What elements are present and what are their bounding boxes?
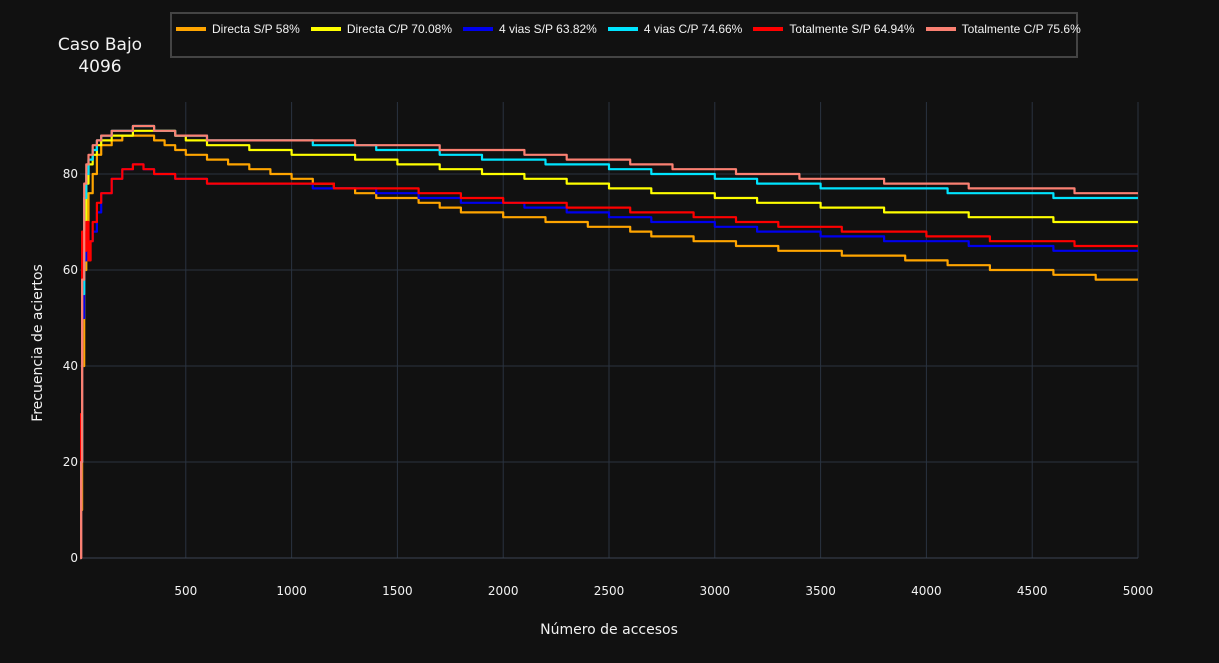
series-layer bbox=[80, 124, 1138, 560]
y-tick-label: 20 bbox=[63, 455, 78, 469]
chart-title: Caso Bajo 4096 bbox=[57, 35, 143, 77]
legend-label: Totalmente S/P 64.94% bbox=[789, 22, 915, 36]
x-tick-label: 1000 bbox=[276, 584, 307, 598]
x-tick-label: 1500 bbox=[382, 584, 413, 598]
series-line-1[interactable] bbox=[80, 134, 1138, 560]
y-tick-label: 60 bbox=[63, 263, 78, 277]
legend-item[interactable]: Directa S/P 58% bbox=[176, 22, 300, 36]
grid-lines bbox=[80, 102, 1139, 559]
series-line-6[interactable] bbox=[80, 124, 1138, 560]
legend-swatch bbox=[607, 27, 638, 31]
series-line-3[interactable] bbox=[80, 163, 1138, 560]
legend-label: Directa C/P 70.08% bbox=[346, 22, 452, 36]
y-tick-label: 40 bbox=[63, 359, 78, 373]
x-tick-label: 3500 bbox=[805, 584, 836, 598]
legend-item[interactable]: Directa C/P 70.08% bbox=[310, 22, 452, 36]
x-tick-label: 2500 bbox=[594, 584, 625, 598]
y-axis-label: Frecuencia de aciertos bbox=[30, 264, 46, 422]
legend-swatch bbox=[753, 27, 784, 31]
legend-item[interactable]: 4 vias C/P 74.66% bbox=[607, 22, 743, 36]
legend: Directa S/P 58% Directa C/P 70.08% 4 vias … bbox=[170, 12, 1081, 58]
series-line-5[interactable] bbox=[80, 163, 1138, 560]
legend-swatch bbox=[310, 27, 341, 31]
x-tick-label: 4500 bbox=[1017, 584, 1048, 598]
legend-label: Totalmente C/P 75.6% bbox=[961, 22, 1081, 36]
legend-swatch bbox=[925, 27, 956, 31]
series-line-2[interactable] bbox=[80, 129, 1138, 560]
legend-label: 4 vias C/P 74.66% bbox=[643, 22, 743, 36]
axis-ticks: 500 1000 1500 2000 2500 3000 3500 4000 4500 5000 0… bbox=[63, 167, 1154, 598]
legend-item[interactable]: 4 vias S/P 63.82% bbox=[463, 22, 597, 36]
legend-label: Directa S/P 58% bbox=[212, 22, 300, 36]
x-axis-label: Número de accesos bbox=[540, 622, 678, 638]
x-tick-label: 2000 bbox=[488, 584, 519, 598]
x-tick-label: 4000 bbox=[911, 584, 942, 598]
legend-swatch bbox=[176, 27, 206, 31]
legend-swatch bbox=[463, 27, 493, 31]
y-tick-label: 80 bbox=[63, 167, 78, 181]
x-tick-label: 5000 bbox=[1123, 584, 1154, 598]
x-tick-label: 3000 bbox=[700, 584, 731, 598]
legend-label: 4 vias S/P 63.82% bbox=[499, 22, 597, 36]
y-tick-label: 0 bbox=[70, 551, 78, 565]
x-tick-label: 500 bbox=[174, 584, 197, 598]
legend-item[interactable]: Totalmente C/P 75.6% bbox=[925, 22, 1081, 36]
legend-item[interactable]: Totalmente S/P 64.94% bbox=[753, 22, 915, 36]
